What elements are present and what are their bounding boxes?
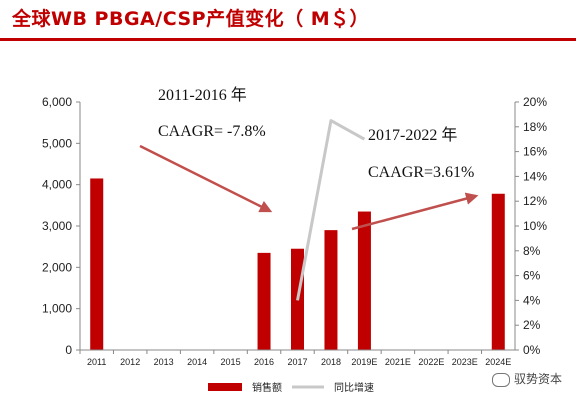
x-tick-label: 2021E (385, 357, 411, 367)
right-tick-label: 16% (523, 145, 547, 159)
right-tick-label: 14% (523, 169, 547, 183)
x-tick-label: 2024E (485, 357, 511, 367)
left-tick-label: 6,000 (42, 95, 72, 109)
right-tick-label: 20% (523, 95, 547, 109)
bar (357, 211, 371, 350)
right-tick-label: 18% (523, 120, 547, 134)
left-tick-label: 3,000 (42, 219, 72, 233)
left-tick-label: 4,000 (42, 178, 72, 192)
right-axis: 0% 2% 4% 6% 8% 10% 12% 14% 16% 18% 20% (514, 95, 547, 357)
bar (90, 178, 104, 350)
line-series (296, 119, 366, 301)
x-tick-label: 2014 (187, 357, 207, 367)
annotations: 2011-2016 年 CAAGR= -7.8% 2017-2022 年 CAA… (158, 86, 474, 181)
trend-arrow-growth (351, 192, 479, 231)
x-tick-label: 2015 (221, 357, 241, 367)
x-tick-label: 2019E (351, 357, 377, 367)
bar (324, 230, 338, 350)
bar-series (90, 178, 505, 350)
legend-label-sales: 销售额 (252, 381, 282, 394)
trend-arrow-decline (139, 144, 273, 213)
x-tick-label: 2011 (87, 357, 106, 367)
wechat-icon (491, 372, 510, 387)
x-tick-label: 2022E (418, 357, 444, 367)
right-tick-label: 10% (523, 219, 547, 233)
legend: 销售额 同比增速 (208, 381, 374, 394)
x-tick-label: 2018 (321, 357, 341, 367)
bar (257, 252, 271, 350)
title-divider (0, 38, 576, 41)
right-tick-label: 8% (523, 244, 541, 258)
watermark-label: 驭势资本 (513, 372, 562, 386)
left-tick-label: 1,000 (42, 302, 72, 316)
watermark: 驭势资本 (491, 370, 562, 387)
annotation-2-line-2: CAAGR=3.61% (368, 164, 474, 181)
x-tick-label: 2017 (287, 357, 307, 367)
x-axis: 2011 2012 2013 2014 2015 2016 2017 2018 2019E 202… (79, 349, 515, 367)
x-tick-label: 2013 (154, 357, 174, 367)
right-tick-label: 0% (523, 343, 541, 357)
growth-line (296, 119, 366, 301)
legend-swatch-sales (208, 383, 242, 391)
annotation-1-line-2: CAAGR= -7.8% (158, 123, 266, 140)
right-tick-label: 4% (523, 293, 541, 307)
left-tick-label: 0 (65, 343, 72, 357)
x-tick-label: 2012 (120, 357, 140, 367)
left-axis: 0 1,000 2,000 3,000 4,000 5,000 6,000 (42, 95, 81, 357)
right-tick-label: 2% (523, 318, 541, 332)
left-tick-label: 2,000 (42, 260, 72, 274)
x-tick-label: 2016 (254, 357, 274, 367)
trend-arrows (139, 144, 479, 231)
right-tick-label: 6% (523, 269, 541, 283)
bar (491, 193, 505, 350)
x-tick-label: 2023E (452, 357, 478, 367)
annotation-2-line-1: 2017-2022 年 (368, 126, 457, 144)
chart-title: 全球WB PBGA/CSP产值变化（ M＄） (12, 8, 370, 30)
legend-label-growth: 同比增速 (334, 381, 374, 394)
right-tick-label: 12% (523, 194, 547, 208)
left-tick-label: 5,000 (42, 136, 72, 150)
annotation-1-line-1: 2011-2016 年 (158, 86, 247, 104)
